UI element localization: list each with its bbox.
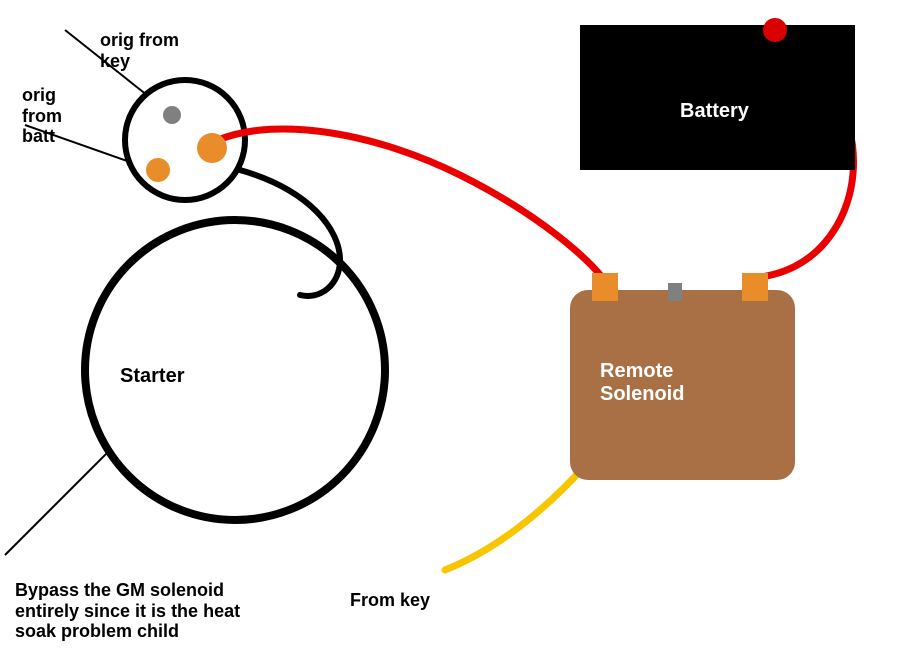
label-battery: Battery (680, 100, 830, 123)
label-remote-solenoid: Remote Solenoid (600, 360, 710, 406)
remote-solenoid-terminal-signal (668, 283, 682, 301)
label-starter: Starter (120, 365, 270, 388)
label-from-key: From key (350, 590, 500, 611)
battery-terminal-icon (763, 18, 787, 42)
starter-terminal-batt (146, 158, 170, 182)
label-bypass-note: Bypass the GM solenoid entirely since it… (15, 580, 285, 642)
label-orig-from-key: orig from key (100, 30, 210, 71)
label-orig-from-batt: orig from batt (22, 85, 92, 147)
remote-solenoid-terminal-left (592, 273, 618, 301)
remote-solenoid-terminal-right (742, 273, 768, 301)
